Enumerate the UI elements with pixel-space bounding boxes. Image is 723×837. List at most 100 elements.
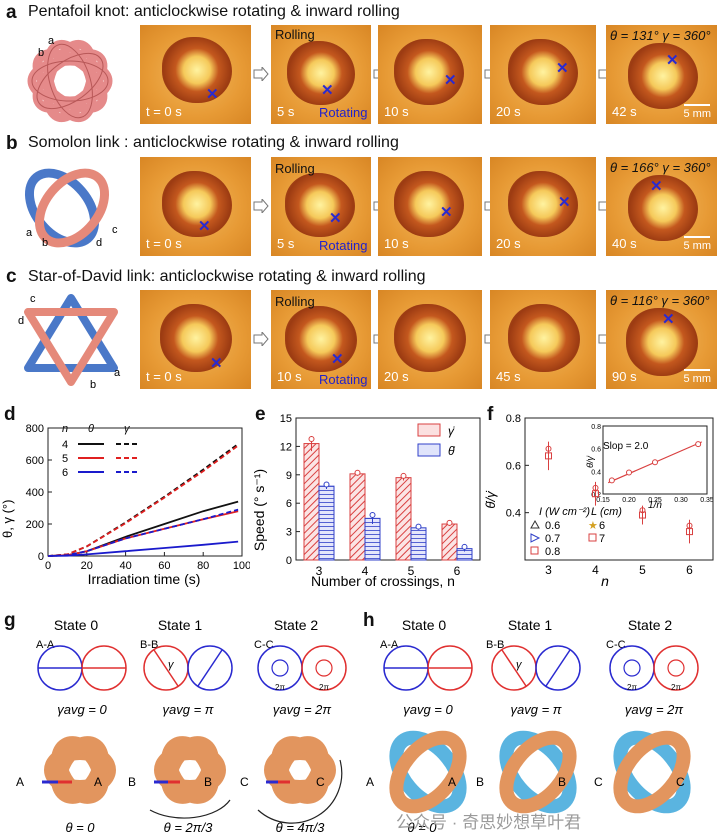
- x-tick-label: 6: [454, 564, 461, 578]
- x-tick-label: 3: [545, 563, 552, 577]
- frame-b-0: ✕ t = 0 s: [140, 157, 251, 256]
- svg-text:γavg = 2π: γavg = 2π: [273, 702, 332, 717]
- svg-text:State 1: State 1: [508, 617, 553, 633]
- frame-a-2: ✕ 10 s: [378, 25, 482, 124]
- x-tick-label: 5: [408, 564, 415, 578]
- series-line-0: [47, 500, 239, 557]
- svg-text:θ = 0: θ = 0: [407, 820, 437, 835]
- panel-a-label: a: [6, 2, 17, 23]
- panel-h-diagram: State 0 State 1 State 2 A-A B-B C-C γ 2π…: [366, 617, 699, 835]
- svg-text:C-C: C-C: [606, 639, 626, 651]
- data-point-alt: [545, 445, 552, 452]
- x-tick-label: 60: [158, 560, 170, 572]
- x-tick-label: 6: [686, 563, 693, 577]
- bar-1-2: [410, 527, 427, 561]
- svg-text:C: C: [676, 775, 685, 789]
- inset-y-tick: 0.6: [591, 447, 601, 454]
- svg-text:d: d: [18, 315, 24, 327]
- x-tick-label: 5: [639, 563, 646, 577]
- frame-c-2: 20 s: [378, 290, 482, 389]
- frame-a-0: ✕ t = 0 s: [140, 25, 251, 124]
- frame-b-2: ✕ 10 s: [378, 157, 482, 256]
- inset-x-tick: 0.25: [648, 497, 662, 504]
- y-tick-label: 0: [286, 555, 292, 567]
- svg-text:State 1: State 1: [158, 617, 203, 633]
- chart-f-frame: [524, 417, 714, 561]
- y-tick-label: 3: [286, 527, 292, 539]
- svg-text:6: 6: [62, 467, 68, 479]
- y-tick-label: 0.6: [506, 460, 521, 472]
- data-point-0: [545, 452, 552, 460]
- svg-text:A: A: [366, 775, 374, 789]
- svg-text:C-C: C-C: [254, 639, 274, 651]
- svg-text:C: C: [316, 775, 325, 789]
- inset-x-tick: 0.30: [674, 497, 688, 504]
- svg-text:γ: γ: [516, 659, 523, 671]
- y-tick-label: 0: [38, 551, 44, 563]
- chart-e-frame: [295, 417, 481, 561]
- inset-point-2: [652, 459, 658, 466]
- svg-text:2π: 2π: [671, 683, 681, 692]
- x-tick-label: 20: [81, 560, 93, 572]
- svg-text:7: 7: [599, 533, 605, 545]
- solomon-link-diagram: a b c d: [24, 168, 118, 249]
- svg-text:1/n: 1/n: [648, 500, 662, 511]
- chart-d-frame: [47, 427, 243, 557]
- svg-text:State 0: State 0: [402, 617, 447, 633]
- knot-label-b: b: [38, 47, 44, 59]
- svg-text:2π: 2π: [275, 683, 285, 692]
- frame-a-4: θ = 131° γ = 360° ✕ 42 s 5 mm: [606, 25, 717, 124]
- svg-text:c: c: [112, 224, 118, 236]
- legend-gamma-dot: γ̇: [448, 424, 455, 438]
- x-tick-label: 0: [45, 560, 51, 572]
- svg-text:State 2: State 2: [274, 617, 319, 633]
- chart-d: θ, γ (°) Irradiation time (s) n θ γ 4 5 …: [0, 423, 250, 587]
- bar-0-2: [395, 477, 412, 561]
- svg-text:I (W cm⁻²): I (W cm⁻²): [539, 506, 590, 518]
- panel-c-label: c: [6, 266, 17, 287]
- svg-text:θ = 0: θ = 0: [65, 820, 95, 835]
- legend-gamma-header: γ: [124, 423, 131, 435]
- chart-e-xlabel: Number of crossings, n: [311, 573, 455, 589]
- x-tick-label: 100: [233, 560, 250, 572]
- inset-point-1: [626, 469, 632, 476]
- svg-text:C: C: [240, 775, 249, 789]
- svg-text:L (cm): L (cm): [591, 506, 622, 518]
- frame-c-1: Rolling Rotating ✕ 10 s: [271, 290, 371, 389]
- svg-text:c: c: [30, 293, 36, 305]
- chart-f-xlabel: n: [601, 573, 609, 589]
- y-tick-label: 9: [286, 470, 292, 482]
- knot-label-a: a: [48, 35, 55, 47]
- frame-c-4: θ = 116° γ = 360° ✕ 90 s 5 mm: [606, 290, 717, 389]
- svg-text:A: A: [448, 775, 456, 789]
- panel-e-label: e: [255, 404, 266, 425]
- y-tick-label: 12: [280, 441, 292, 453]
- legend-n-header: n: [62, 423, 68, 435]
- series-line-3: [47, 443, 239, 557]
- svg-text:γavg = 0: γavg = 0: [403, 702, 453, 717]
- series-line-5: [47, 508, 239, 557]
- y-tick-label: 0.8: [506, 413, 521, 425]
- star-of-david-diagram: c d b a: [18, 293, 121, 390]
- svg-text:0.6: 0.6: [545, 520, 560, 532]
- panel-g-diagram: State 0 State 1 State 2 A-A B-B C-C γ 2π…: [16, 617, 347, 835]
- x-tick-label: 4: [592, 563, 599, 577]
- svg-text:C: C: [594, 775, 603, 789]
- inset-point-0: [608, 477, 615, 484]
- y-tick-label: 0.4: [506, 508, 521, 520]
- chart-f: θ̇/γ̇ n I (W cm⁻²) 0.6 0.7 0.8 L (cm) 6 …: [485, 413, 714, 589]
- svg-text:2π: 2π: [319, 683, 329, 692]
- data-point: [354, 469, 361, 476]
- svg-text:B: B: [128, 775, 136, 789]
- legend-theta-header: θ: [88, 423, 94, 435]
- svg-text:B: B: [204, 775, 212, 789]
- svg-text:5: 5: [62, 453, 68, 465]
- bar-1-0: [318, 485, 335, 561]
- bar-0-1: [349, 473, 366, 561]
- y-tick-label: 400: [26, 487, 44, 499]
- series-line-4: [47, 444, 239, 557]
- frame-b-4: θ = 166° γ = 360° ✕ 40 s 5 mm: [606, 157, 717, 256]
- svg-text:B: B: [558, 775, 566, 789]
- svg-text:0.7: 0.7: [545, 533, 560, 545]
- frame-a-3: ✕ 20 s: [490, 25, 596, 124]
